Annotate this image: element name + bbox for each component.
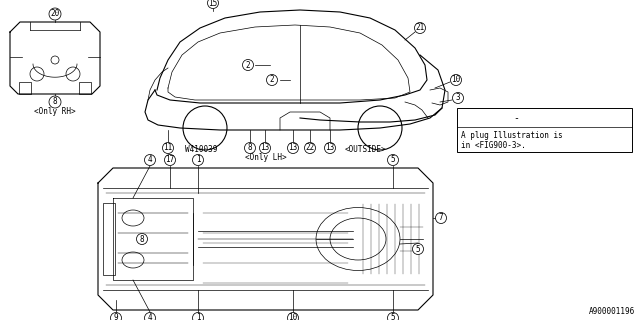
Circle shape [266, 75, 278, 85]
Text: 8: 8 [140, 235, 144, 244]
Circle shape [435, 212, 447, 223]
Text: 5: 5 [416, 244, 420, 253]
Circle shape [259, 142, 271, 154]
Text: 4: 4 [148, 314, 152, 320]
Circle shape [207, 0, 218, 9]
Text: 3: 3 [456, 93, 460, 102]
Circle shape [193, 155, 204, 165]
Circle shape [415, 22, 426, 34]
Text: in <FIG900-3>.: in <FIG900-3>. [461, 140, 525, 149]
Text: <OUTSIDE>: <OUTSIDE> [345, 145, 387, 154]
Text: A900001196: A900001196 [589, 307, 635, 316]
Text: 2: 2 [269, 76, 275, 84]
Circle shape [193, 313, 204, 320]
Text: -: - [513, 113, 519, 123]
Text: 1: 1 [196, 314, 200, 320]
Circle shape [287, 313, 298, 320]
Circle shape [387, 313, 399, 320]
Circle shape [49, 8, 61, 20]
Circle shape [243, 60, 253, 70]
Text: 5: 5 [390, 156, 396, 164]
Text: 17: 17 [165, 156, 175, 164]
Circle shape [136, 234, 147, 244]
Text: 10: 10 [289, 314, 298, 320]
Circle shape [413, 244, 424, 254]
Circle shape [451, 75, 461, 85]
Text: 20: 20 [51, 10, 60, 19]
Text: 10: 10 [451, 76, 461, 84]
Text: 13: 13 [289, 143, 298, 153]
Circle shape [164, 155, 175, 165]
Circle shape [163, 142, 173, 154]
Text: 9: 9 [114, 314, 118, 320]
Circle shape [111, 313, 122, 320]
Text: 13: 13 [325, 143, 335, 153]
Circle shape [305, 142, 316, 154]
Circle shape [287, 142, 298, 154]
Text: W410039: W410039 [185, 145, 218, 154]
Circle shape [324, 142, 335, 154]
Circle shape [495, 113, 506, 124]
Circle shape [387, 155, 399, 165]
Text: 22: 22 [305, 143, 315, 153]
Bar [19, 82, 31, 94]
Text: 2: 2 [246, 60, 250, 69]
Circle shape [145, 155, 156, 165]
Circle shape [244, 142, 255, 154]
Text: 1: 1 [196, 156, 200, 164]
Text: 5: 5 [390, 314, 396, 320]
Text: 1: 1 [498, 114, 502, 123]
Text: <Only LH>: <Only LH> [245, 154, 287, 163]
Bar [457, 108, 632, 152]
Text: 8: 8 [248, 143, 252, 153]
Circle shape [452, 92, 463, 103]
Bar [79, 82, 91, 94]
Text: 21: 21 [415, 23, 424, 33]
Text: A plug Illustration is: A plug Illustration is [461, 131, 563, 140]
Text: <Only RH>: <Only RH> [34, 108, 76, 116]
Circle shape [49, 96, 61, 108]
Text: 4: 4 [148, 156, 152, 164]
Bar [103, 203, 115, 275]
Circle shape [145, 313, 156, 320]
Text: 11: 11 [163, 143, 173, 153]
Text: 8: 8 [52, 98, 58, 107]
Text: 15: 15 [209, 0, 218, 7]
Text: 13: 13 [260, 143, 269, 153]
Text: 7: 7 [438, 213, 444, 222]
